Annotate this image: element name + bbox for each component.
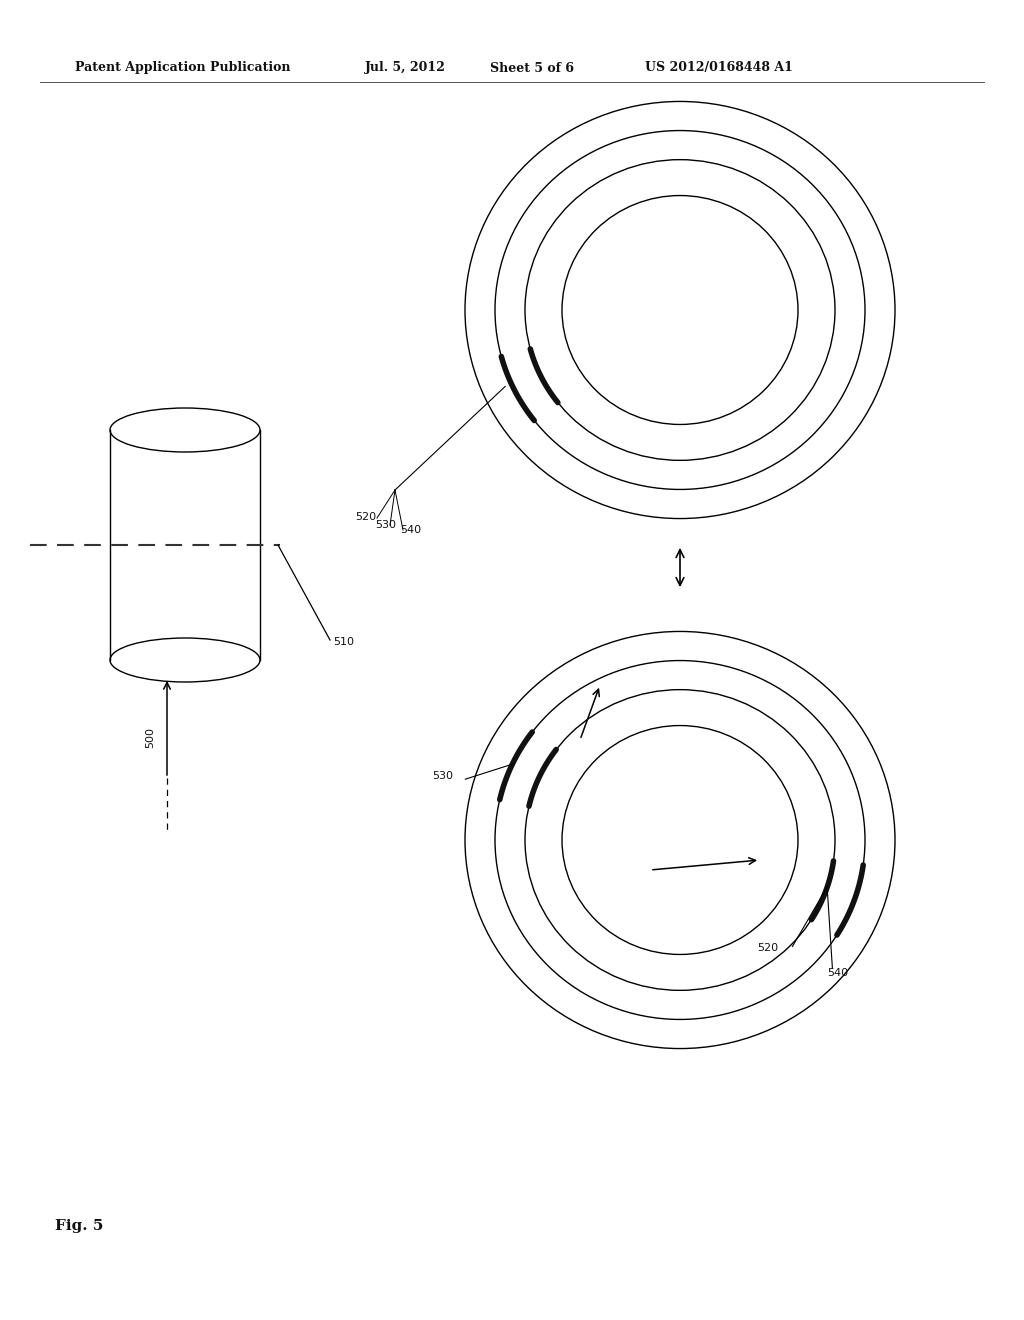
Text: 540: 540 [400,525,421,535]
Text: 520: 520 [355,512,376,521]
Text: Fig. 5: Fig. 5 [55,1218,103,1233]
Text: Jul. 5, 2012: Jul. 5, 2012 [365,62,445,74]
Text: Sheet 5 of 6: Sheet 5 of 6 [490,62,574,74]
Text: 540: 540 [827,969,849,978]
Text: 530: 530 [432,771,454,781]
Text: 500: 500 [145,727,155,748]
Text: 530: 530 [375,520,396,531]
Text: 520: 520 [758,944,778,953]
Text: 510: 510 [333,638,354,647]
Text: US 2012/0168448 A1: US 2012/0168448 A1 [645,62,793,74]
Text: Patent Application Publication: Patent Application Publication [75,62,291,74]
